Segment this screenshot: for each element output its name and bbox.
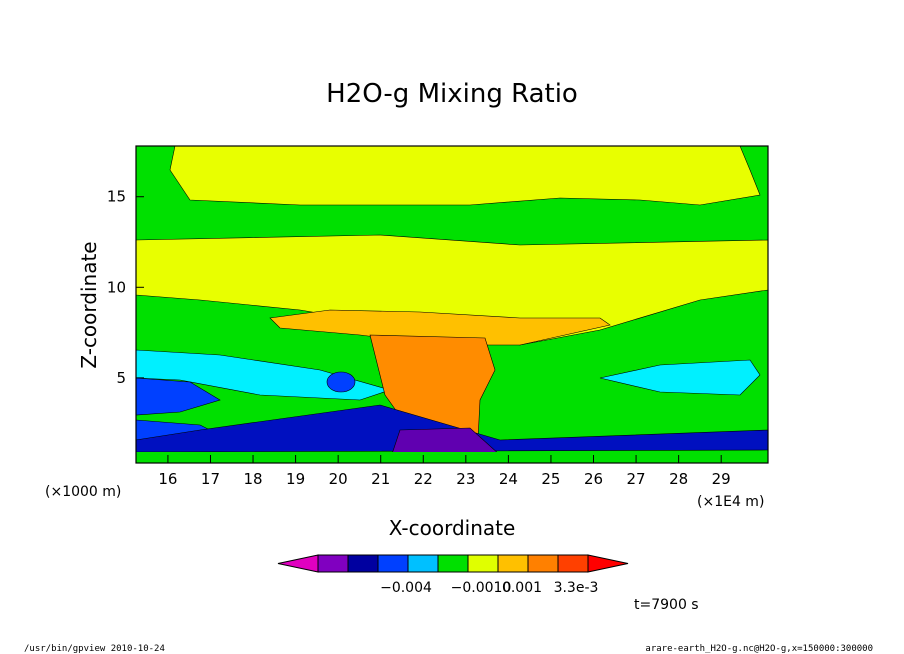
y-tick-label: 10 [107,278,126,296]
x-tick-label: 16 [158,470,177,488]
x-tick-label: 25 [541,470,560,488]
colorbar [277,554,629,573]
main-yellow-region [135,234,769,346]
contour-plot [135,145,769,464]
x-tick-label: 18 [243,470,262,488]
x-tick-label: 28 [669,470,688,488]
x-tick-label: 22 [414,470,433,488]
x-axis-ticks: 16 17 18 19 20 21 22 23 24 25 26 27 28 29 [158,455,731,488]
x-tick-label: 17 [201,470,220,488]
footer-left: /usr/bin/gpview 2010-10-24 [24,644,165,654]
cyan-region-right [599,359,761,396]
x-tick-label: 27 [627,470,646,488]
footer-right: arare-earth_H2O-g.nc@H2O-g,x=150000:3000… [645,644,873,654]
colorbar-segment [557,554,589,573]
colorbar-min-arrow [277,554,319,573]
colorbar-segment [377,554,409,573]
bottom-strip [136,452,768,463]
colorbar-label: −0.0010 [451,580,512,596]
x-tick-label: 20 [329,470,348,488]
blue-patch [326,371,356,393]
plot-frame [135,145,769,464]
y-tick-label: 5 [116,369,126,387]
colorbar-segment [527,554,559,573]
colorbar-segment [497,554,529,573]
colorbar-segment [347,554,379,573]
y-axis-ticks: 5 10 15 [107,188,144,387]
colorbar-label: −0.004 [380,580,432,596]
x-tick-label: 24 [499,470,518,488]
x-tick-label: 21 [371,470,390,488]
colorbar-max-arrow [587,554,629,573]
x-axis-label: X-coordinate [389,516,516,540]
upper-yellow-region [169,145,761,206]
colorbar-label: 0.001 [502,580,542,596]
colorbar-segment [407,554,439,573]
x-tick-label: 23 [456,470,475,488]
cyan-region [135,349,392,401]
y-axis-label: Z-coordinate [77,241,101,368]
chart-title: H2O-g Mixing Ratio [326,79,578,109]
colorbar-segment [317,554,349,573]
colorbar-segment [467,554,499,573]
x-units-left: (×1000 m) [45,484,121,500]
colorbar-segment [437,554,469,573]
x-tick-label: 26 [584,470,603,488]
x-tick-label: 19 [286,470,305,488]
x-units-right: (×1E4 m) [697,494,764,510]
y-tick-label: 15 [107,188,126,206]
orange-anvil [269,309,611,346]
colorbar-label: 3.3e-3 [554,580,599,596]
x-tick-label: 29 [712,470,731,488]
time-label: t=7900 s [634,597,699,613]
